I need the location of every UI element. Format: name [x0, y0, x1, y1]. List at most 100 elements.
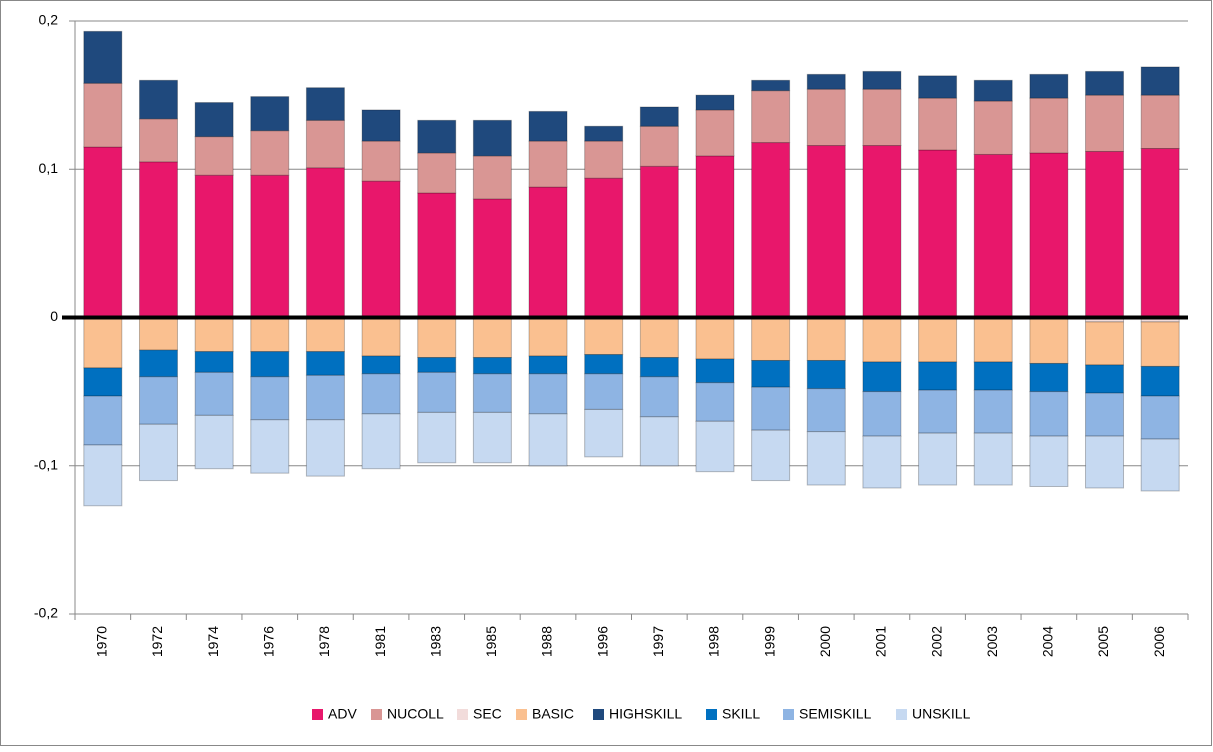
bar-segment: [361, 109, 401, 142]
bar-segment: [751, 359, 791, 388]
bar-segment: [639, 165, 679, 318]
legend-label: BASIC: [532, 706, 574, 722]
bar-segment: [918, 361, 958, 391]
bar-segment: [194, 136, 234, 176]
bar-segment: [918, 318, 958, 363]
bar-segment: [695, 155, 735, 318]
legend-swatch: [593, 709, 604, 720]
bar-segment: [584, 408, 624, 458]
bar-segment: [584, 317, 624, 356]
bar-segment: [639, 416, 679, 467]
bar-segment: [194, 102, 234, 138]
bar-segment: [1085, 150, 1125, 318]
bar-segment: [138, 317, 178, 351]
legend-swatch: [516, 709, 527, 720]
bar-segment: [639, 106, 679, 127]
bar-segment: [417, 192, 457, 318]
bar-segment: [1140, 321, 1180, 367]
bar-segment: [918, 389, 958, 434]
x-tick-label: 2003: [984, 626, 1000, 657]
bar-segment: [472, 198, 512, 318]
x-tick-label: 2001: [873, 626, 889, 657]
legend-swatch: [896, 709, 907, 720]
bar-segment: [806, 88, 846, 147]
bar-segment: [973, 153, 1013, 318]
x-tick-label: 1999: [761, 626, 777, 657]
bar-segment: [584, 177, 624, 318]
bar-segment: [194, 317, 234, 353]
legend-label: SKILL: [722, 706, 760, 722]
x-tick-label: 2006: [1151, 626, 1167, 657]
y-tick-label: -0,1: [34, 456, 58, 472]
bar-segment: [1029, 97, 1069, 154]
bar-segment: [250, 174, 290, 318]
bar-segment: [806, 73, 846, 90]
bar-segment: [751, 79, 791, 92]
bar-segment: [250, 130, 290, 176]
bar-segment: [305, 167, 345, 318]
legend-swatch: [783, 709, 794, 720]
x-tick-label: 1997: [650, 626, 666, 657]
bar-segment: [138, 423, 178, 482]
bar-segment: [472, 357, 512, 375]
bar-segment: [83, 395, 123, 446]
x-tick-label: 1996: [594, 626, 610, 657]
legend-label: ADV: [328, 706, 357, 722]
x-tick-label: 1974: [205, 626, 221, 657]
bar-segment: [862, 435, 902, 489]
bar-segment: [138, 376, 178, 425]
bar-segment: [862, 318, 902, 363]
bar-segment: [751, 90, 791, 144]
bar-segment: [250, 376, 290, 421]
bar-segment: [918, 75, 958, 99]
bar-segment: [417, 152, 457, 194]
bar-segment: [361, 373, 401, 415]
bar-segment: [639, 317, 679, 359]
bar-segment: [1140, 66, 1180, 96]
bar-segment: [528, 355, 568, 375]
y-tick-label: 0: [50, 308, 58, 324]
bar-segment: [83, 444, 123, 507]
bar-segment: [1029, 391, 1069, 437]
bar-segment: [138, 349, 178, 378]
x-tick-label: 1972: [149, 626, 165, 657]
bar-segment: [528, 110, 568, 142]
bar-segment: [361, 317, 401, 357]
bar-segment: [1085, 392, 1125, 437]
legend-label: HIGHSKILL: [609, 706, 682, 722]
bar-segment: [472, 317, 512, 359]
bar-segment: [862, 70, 902, 90]
bar-segment: [305, 351, 345, 376]
bar-segment: [639, 125, 679, 167]
bar-segment: [194, 174, 234, 318]
bar-segment: [695, 358, 735, 384]
bar-segment: [83, 146, 123, 318]
bar-segment: [918, 432, 958, 486]
bar-segment: [806, 145, 846, 318]
bar-segment: [305, 119, 345, 169]
y-tick-label: 0,2: [39, 12, 59, 28]
bar-segment: [918, 97, 958, 151]
bar-segment: [1140, 395, 1180, 440]
bar-segment: [973, 100, 1013, 155]
bar-segment: [305, 374, 345, 421]
x-tick-label: 1981: [372, 626, 388, 657]
bar-segment: [806, 359, 846, 390]
bar-segment: [751, 317, 791, 361]
bar-segment: [973, 389, 1013, 434]
bar-segment: [83, 82, 123, 148]
x-tick-label: 1970: [94, 626, 110, 657]
bar-segment: [695, 420, 735, 473]
x-tick-label: 1998: [706, 626, 722, 657]
bar-segment: [528, 186, 568, 318]
y-tick-label: 0,1: [39, 160, 59, 176]
bar-segment: [1085, 435, 1125, 489]
bar-segment: [1140, 365, 1180, 397]
bar-segment: [584, 140, 624, 179]
legend-label: UNSKILL: [912, 706, 971, 722]
bar-segment: [250, 96, 290, 132]
bar-segment: [250, 351, 290, 378]
bar-segment: [138, 161, 178, 318]
bar-segment: [250, 419, 290, 474]
